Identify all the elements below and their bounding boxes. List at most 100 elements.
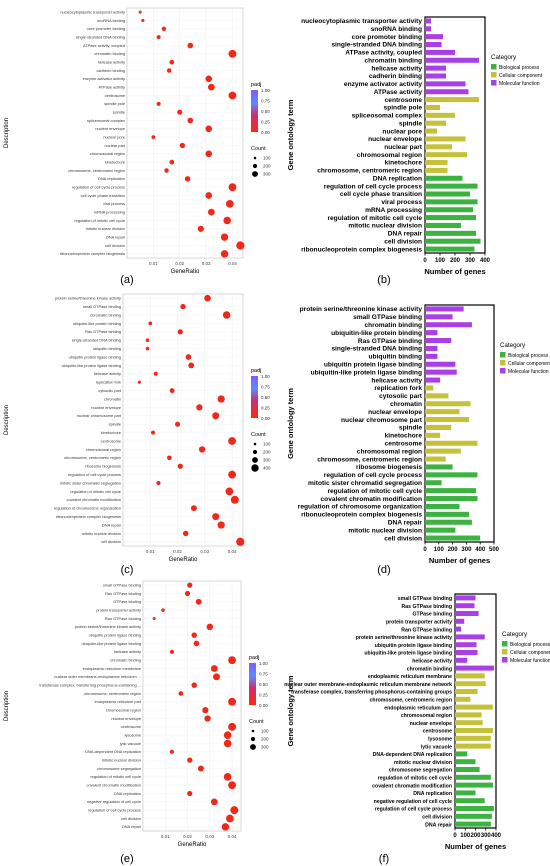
padj-tick-label: 0.50 <box>259 682 268 687</box>
y-tick-label: centrosome <box>385 97 423 104</box>
y-tick-label: chromatin <box>390 401 422 408</box>
bubble-point <box>217 395 225 403</box>
y-tick-label: chromatin binding <box>90 312 121 317</box>
x-tick-label: 0 <box>423 547 427 553</box>
bar <box>425 338 452 344</box>
y-tick-label: regulation of mitotic cell cycle <box>74 218 125 223</box>
y-tick-label: nucleocytoplasmic transporter activity <box>301 18 422 25</box>
y-tick-label: chromosome, centromeric region <box>370 698 452 704</box>
bubble-point <box>184 176 191 182</box>
bubble-point <box>207 83 215 91</box>
bubble-point <box>225 199 234 208</box>
plot-area <box>142 580 242 832</box>
y-tick-label: GTPase binding <box>113 599 141 604</box>
bar <box>425 401 471 407</box>
bubble-point <box>161 608 165 612</box>
y-tick-label: nucleocytoplasmic transporter activity <box>60 10 125 15</box>
padj-tick-label: 0.50 <box>261 395 270 400</box>
y-tick-label: ubiquitin-like protein ligase binding <box>62 363 121 368</box>
bar <box>455 759 476 765</box>
bubble-point <box>212 513 220 521</box>
bubble-point <box>177 109 183 115</box>
y-tick-label: Ras GTPase binding <box>402 604 452 610</box>
y-tick-label: chromatin binding <box>364 322 422 329</box>
padj-tick-label: 0.00 <box>259 703 268 708</box>
y-tick-label: DNA-dependent DNA replication <box>85 749 141 754</box>
bar <box>455 642 477 648</box>
count-legend-title: Count <box>251 146 266 152</box>
y-tick-label: mRNA processing <box>94 210 125 215</box>
count-legend-label: 300 <box>263 458 271 463</box>
y-tick-label: cell division <box>422 815 452 821</box>
y-tick-label: mitotic nuclear division <box>348 527 422 534</box>
count-legend-title: Count <box>249 719 264 725</box>
bubble-point <box>152 616 156 621</box>
y-tick-label: helicase activity <box>94 371 121 376</box>
panel-a: (a) 0.01 0.02 0.03 0.04 nucleocytoplasmic tra… <box>4 7 271 286</box>
bubble-point <box>223 216 231 225</box>
bar <box>425 448 461 454</box>
y-tick-label: ubiquitin-like protein ligase binding <box>82 641 141 646</box>
legend-swatch <box>502 657 508 663</box>
y-tick-label: lysosome <box>125 733 141 738</box>
bar <box>425 385 434 391</box>
bubble-point <box>210 665 218 672</box>
bubble-point <box>179 142 185 149</box>
y-tick-label: regulation of cell cycle process <box>68 472 121 477</box>
panel-label: (d) <box>377 564 390 576</box>
bubble-point <box>190 505 197 512</box>
bar <box>455 634 485 640</box>
bubble-point <box>213 673 220 681</box>
bar <box>425 353 438 359</box>
y-tick-label: lytic vacuole <box>120 741 141 746</box>
count-legend-label: 200 <box>263 450 271 455</box>
count-legend-dot <box>253 156 257 160</box>
bar <box>425 361 456 367</box>
padj-tick-label: 0.25 <box>259 693 268 698</box>
y-tick-label: DNA repair <box>102 522 122 527</box>
bar <box>455 704 493 710</box>
y-tick-label: cadherin binding <box>96 68 125 73</box>
bar <box>455 618 465 624</box>
bar <box>455 595 476 601</box>
y-tick-label: ATPase activity <box>374 89 423 96</box>
bar <box>425 167 448 173</box>
legend-swatch <box>491 80 497 86</box>
y-tick-label: chromatin binding <box>110 658 141 663</box>
bar <box>455 712 482 718</box>
y-tick-label: enzyme activator activity <box>344 81 422 88</box>
y-tick-label: chromosomal region <box>357 448 422 455</box>
y-tick-label: regulation of cell cycle process <box>72 185 125 190</box>
y-axis-label: Description <box>4 691 10 721</box>
y-tick-label: chromosomal region <box>90 151 125 156</box>
x-tick-label: 400 <box>480 258 491 264</box>
count-legend-label: 100 <box>263 156 271 161</box>
y-tick-label: regulation of mitotic cell cycle <box>327 215 422 222</box>
count-legend-dot <box>251 729 255 733</box>
bar <box>455 751 468 757</box>
y-tick-label: centrosome <box>105 93 125 98</box>
legend-swatch <box>491 72 497 78</box>
bubble-point <box>166 68 172 73</box>
bubble-point <box>223 731 232 739</box>
y-tick-label: single-stranded DNA binding <box>331 42 422 49</box>
bar <box>425 191 470 197</box>
x-tick-label: 400 <box>491 833 502 839</box>
y-tick-label: helicase activity <box>98 60 125 65</box>
bubble-point <box>228 183 237 192</box>
legend-label: Biological process <box>499 65 540 71</box>
padj-legend-title: padj <box>251 368 261 374</box>
y-tick-label: regulation of cell cycle process <box>324 183 423 190</box>
y-axis-label: Gene ontology term <box>286 99 295 170</box>
y-tick-label: regulation of mitotic cell cycle <box>90 774 141 779</box>
bubble-point <box>193 640 200 647</box>
bar <box>455 728 493 733</box>
bar <box>425 238 481 244</box>
y-tick-label: nuclear envelope <box>368 409 422 416</box>
legend-label: Biological process <box>510 642 550 648</box>
bar <box>455 821 491 827</box>
bar <box>425 432 441 438</box>
y-tick-label: endoplasmic reticulum part <box>95 699 142 704</box>
padj-tick-label: 0.75 <box>261 99 270 104</box>
